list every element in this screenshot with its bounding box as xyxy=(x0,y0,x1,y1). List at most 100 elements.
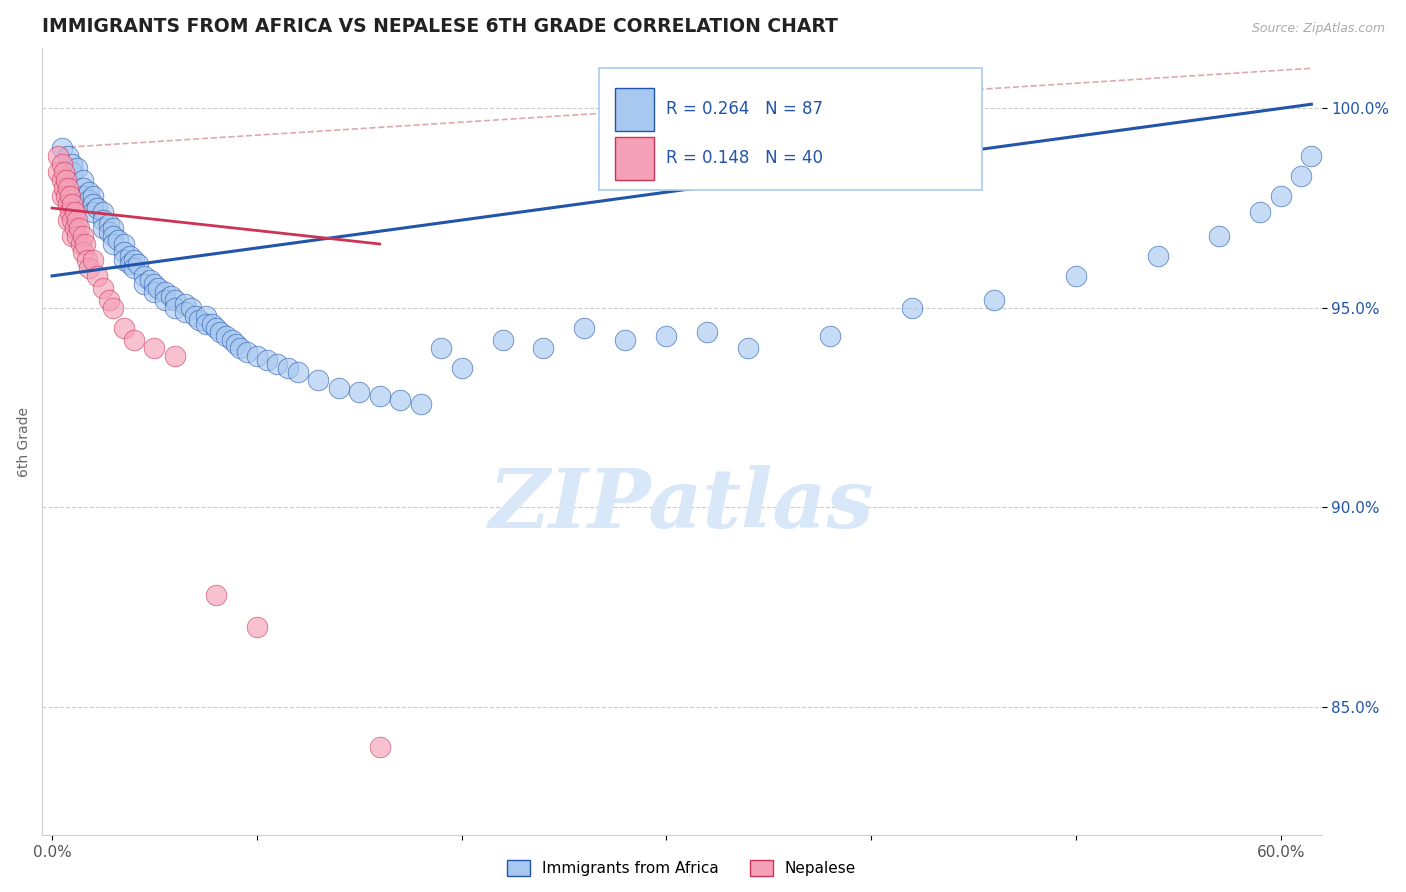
Point xyxy=(655,328,678,343)
Point xyxy=(62,213,84,227)
Point xyxy=(91,213,114,227)
Point xyxy=(118,257,141,271)
Text: IMMIGRANTS FROM AFRICA VS NEPALESE 6TH GRADE CORRELATION CHART: IMMIGRANTS FROM AFRICA VS NEPALESE 6TH G… xyxy=(42,17,838,36)
Point xyxy=(91,221,114,235)
Point xyxy=(59,205,82,219)
Point xyxy=(98,217,121,231)
Point xyxy=(51,189,73,203)
Point xyxy=(107,233,129,247)
Point xyxy=(491,333,513,347)
Point xyxy=(98,293,121,307)
Point xyxy=(77,260,100,275)
Point xyxy=(73,237,96,252)
Point xyxy=(737,341,759,355)
Point xyxy=(163,293,186,307)
Text: Source: ZipAtlas.com: Source: ZipAtlas.com xyxy=(1251,22,1385,36)
Point xyxy=(62,197,84,211)
Point xyxy=(143,341,166,355)
Point xyxy=(1249,205,1271,219)
Point xyxy=(59,189,82,203)
Point xyxy=(574,321,596,335)
Point xyxy=(82,205,104,219)
Point xyxy=(184,309,207,323)
Point xyxy=(53,165,76,179)
Point xyxy=(194,309,217,323)
Point xyxy=(98,225,121,239)
Point xyxy=(103,221,125,235)
Point xyxy=(77,185,100,199)
Point xyxy=(208,325,231,339)
Point xyxy=(1146,249,1168,263)
Point xyxy=(188,313,211,327)
Point xyxy=(122,252,145,267)
Point xyxy=(72,181,94,195)
Point xyxy=(82,252,104,267)
Point xyxy=(46,165,69,179)
Point xyxy=(46,149,69,163)
Point xyxy=(53,181,76,195)
FancyBboxPatch shape xyxy=(599,68,983,190)
Point xyxy=(82,189,104,203)
Point xyxy=(328,381,350,395)
Point xyxy=(58,213,80,227)
Point xyxy=(1270,189,1292,203)
Point xyxy=(112,244,135,259)
Point xyxy=(55,189,77,203)
Y-axis label: 6th Grade: 6th Grade xyxy=(17,407,31,476)
Point xyxy=(409,397,432,411)
Point xyxy=(51,157,73,171)
Point xyxy=(450,360,472,375)
Point xyxy=(430,341,453,355)
Point xyxy=(163,349,186,363)
Point xyxy=(205,588,228,602)
FancyBboxPatch shape xyxy=(616,137,654,180)
Point xyxy=(134,277,156,291)
Point xyxy=(91,281,114,295)
Point xyxy=(235,344,257,359)
Point xyxy=(76,252,98,267)
Point xyxy=(614,333,637,347)
Point xyxy=(159,289,181,303)
Point xyxy=(143,285,166,299)
Point xyxy=(122,333,145,347)
Point xyxy=(134,268,156,283)
Point xyxy=(63,221,86,235)
Point xyxy=(86,268,108,283)
Text: ZIPatlas: ZIPatlas xyxy=(489,465,875,544)
Point xyxy=(347,384,370,399)
Point xyxy=(153,285,176,299)
Point xyxy=(112,237,135,252)
Point xyxy=(58,181,80,195)
Point xyxy=(139,273,162,287)
Point xyxy=(818,328,841,343)
Point xyxy=(112,321,135,335)
Point xyxy=(389,392,412,407)
Point xyxy=(65,161,87,175)
Point xyxy=(122,260,145,275)
Point xyxy=(63,205,86,219)
Point xyxy=(1064,268,1087,283)
Point xyxy=(246,620,269,634)
Point xyxy=(180,301,202,315)
Point xyxy=(72,244,94,259)
Point xyxy=(1289,169,1312,183)
Point xyxy=(368,389,391,403)
Text: R = 0.148   N = 40: R = 0.148 N = 40 xyxy=(666,150,824,168)
Point xyxy=(153,293,176,307)
Point xyxy=(72,173,94,187)
Point xyxy=(69,237,91,252)
Point xyxy=(103,229,125,244)
Point xyxy=(287,365,309,379)
Point xyxy=(127,257,149,271)
Point xyxy=(368,740,391,755)
FancyBboxPatch shape xyxy=(616,87,654,131)
Legend: Immigrants from Africa, Nepalese: Immigrants from Africa, Nepalese xyxy=(501,855,862,882)
Point xyxy=(246,349,269,363)
Point xyxy=(62,165,84,179)
Point xyxy=(82,197,104,211)
Point xyxy=(72,229,94,244)
Point xyxy=(307,373,329,387)
Point xyxy=(696,325,718,339)
Point xyxy=(983,293,1005,307)
Point xyxy=(205,321,228,335)
